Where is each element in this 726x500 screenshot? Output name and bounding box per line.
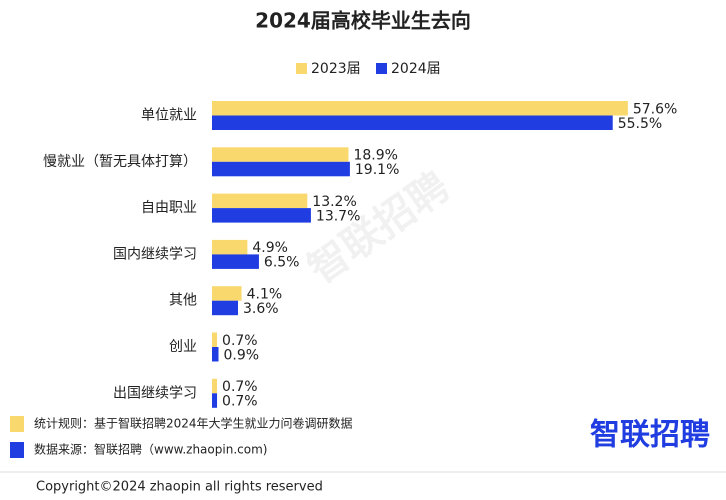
bar (212, 286, 242, 301)
bar (212, 378, 218, 394)
legend-swatch (296, 63, 307, 74)
y-tick-label: 创业 (169, 339, 197, 355)
y-tick-label: 出国继续学习 (113, 384, 197, 401)
bar (212, 332, 218, 347)
note-swatch (10, 416, 24, 432)
bar (212, 147, 349, 162)
bar (212, 115, 613, 130)
y-tick-label: 国内继续学习 (113, 245, 197, 262)
bar (212, 161, 350, 177)
note: 数据来源：智联招聘（www.zhaopin.com) (34, 442, 267, 457)
value-label: 18.9% (353, 148, 397, 164)
note-swatch (10, 442, 24, 458)
note: 统计规则：基于智联招聘2024年大学生就业力问卷调研数据 (34, 416, 353, 431)
bar (212, 193, 308, 209)
bar (212, 393, 218, 408)
value-label: 0.7% (222, 333, 258, 349)
bar (212, 254, 259, 269)
bar (212, 347, 219, 362)
bar (212, 239, 248, 255)
y-tick-label: 自由职业 (141, 200, 197, 216)
chart-title: 2024届高校毕业生去向 (255, 9, 471, 33)
y-tick-label: 其他 (169, 293, 197, 309)
bar (212, 101, 628, 116)
y-tick-label: 慢就业（暂无具体打算） (43, 153, 197, 170)
value-label: 0.7% (222, 379, 258, 395)
value-label: 55.5% (618, 116, 662, 132)
logo: 智联招聘 (590, 418, 710, 453)
value-label: 4.1% (247, 286, 283, 302)
legend-swatch (376, 63, 387, 74)
legend-label: 2023届 (311, 61, 361, 77)
value-label: 57.6% (633, 101, 677, 117)
value-label: 13.2% (312, 194, 356, 210)
value-label: 0.9% (223, 347, 259, 363)
bar (212, 300, 238, 316)
value-label: 3.6% (243, 301, 279, 317)
bar (212, 208, 311, 223)
legend-label: 2024届 (391, 61, 441, 77)
value-label: 6.5% (264, 255, 300, 271)
value-label: 19.1% (355, 162, 399, 178)
value-label: 4.9% (252, 240, 288, 256)
y-tick-label: 单位就业 (141, 108, 197, 124)
value-label: 0.7% (222, 394, 258, 410)
copyright: Copyright©2024 zhaopin all rights reserv… (36, 480, 323, 495)
value-label: 13.7% (316, 208, 360, 224)
